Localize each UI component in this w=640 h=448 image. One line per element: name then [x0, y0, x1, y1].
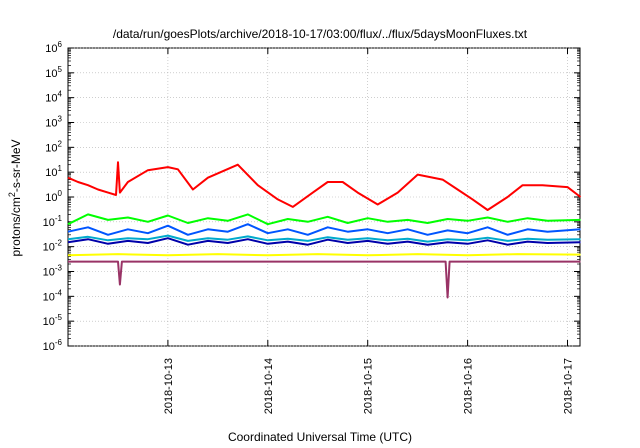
y-tick-label: 10-3 [43, 264, 63, 279]
series-line [67, 234, 581, 243]
x-tick-label: 2018-10-13 [163, 358, 175, 414]
x-tick-label: 2018-10-17 [563, 358, 575, 414]
y-tick-label: 10-2 [43, 239, 63, 254]
series-line [67, 253, 581, 257]
y-tick-labels: 10-6 10-5 10-4 10-3 10-2 10-1 100 101 102 103 104 1… [43, 40, 63, 353]
y-tick-label: 102 [45, 139, 62, 154]
y-tick-label: 103 [45, 115, 62, 130]
y-tick-label: 106 [45, 40, 62, 55]
y-tick-label: 10-1 [43, 214, 63, 229]
series-line [68, 260, 581, 299]
y-tick-label: 10-6 [43, 338, 63, 353]
series-line [67, 223, 581, 236]
y-tick-label: 104 [45, 90, 62, 105]
y-tick-label: 10-4 [43, 288, 63, 303]
series-line [67, 237, 581, 246]
series-line [67, 161, 582, 211]
y-tick-label: 10-5 [43, 313, 63, 328]
x-tick-label: 2018-10-15 [363, 358, 375, 414]
y-axis-label: protons/cm2-s-sr-MeV [7, 139, 23, 256]
chart-title: /data/run/goesPlots/archive/2018-10-17/0… [113, 27, 528, 41]
series-group [67, 161, 582, 299]
x-tick-labels: 2018-10-13 2018-10-14 2018-10-15 2018-10-16… [163, 358, 575, 414]
grid [68, 47, 580, 347]
x-tick-label: 2018-10-16 [463, 358, 475, 414]
y-tick-label: 101 [45, 164, 62, 179]
y-tick-label: 100 [45, 189, 62, 204]
series-line [67, 213, 581, 226]
x-axis-label: Coordinated Universal Time (UTC) [228, 430, 412, 444]
y-tick-label: 105 [45, 65, 62, 80]
x-tick-label: 2018-10-14 [263, 358, 275, 414]
